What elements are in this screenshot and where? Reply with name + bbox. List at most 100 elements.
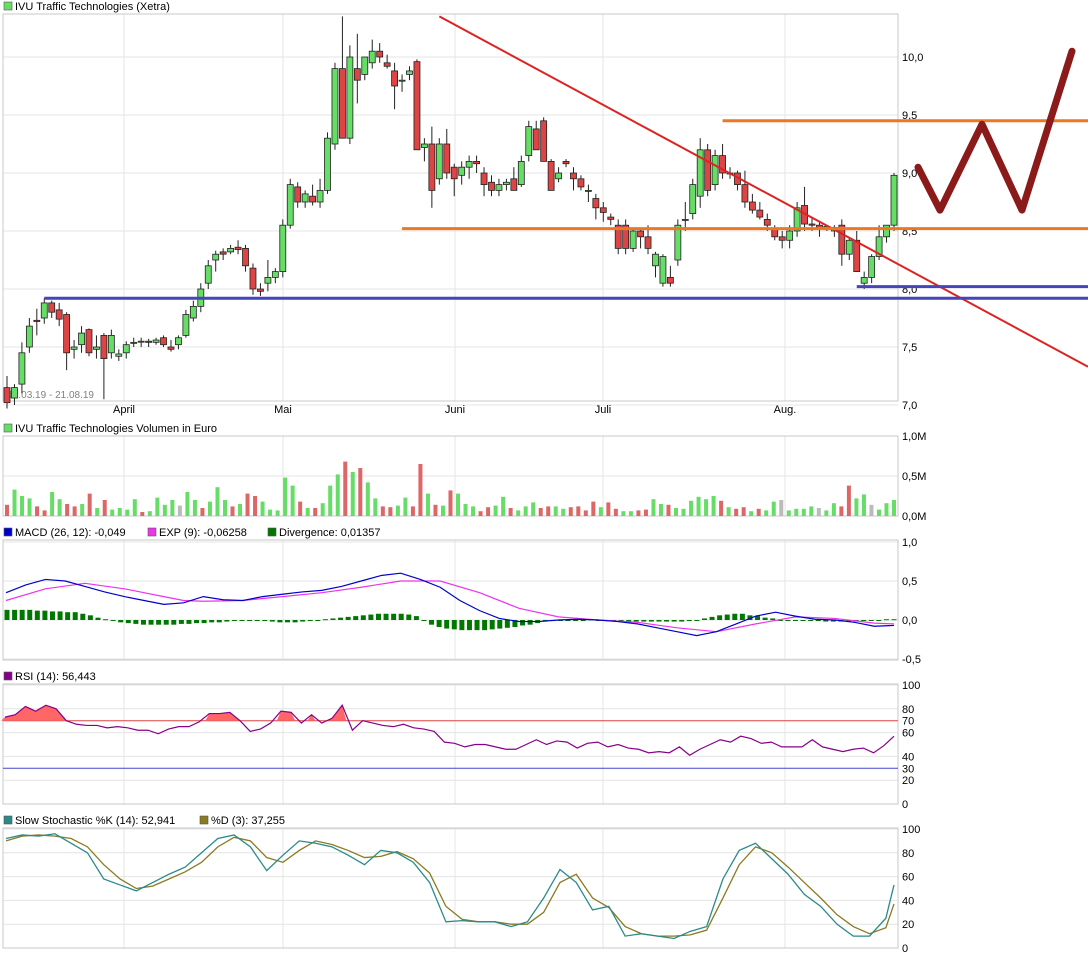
volume-bar	[102, 500, 107, 516]
volume-bar	[711, 496, 716, 516]
volume-bar	[726, 507, 731, 516]
volume-bar	[132, 499, 137, 516]
macd-divergence-bar	[709, 616, 715, 620]
price-frame	[2, 13, 899, 402]
rsi-overbought-fill-2	[276, 711, 296, 721]
stoch-y-tick-3: 60	[902, 872, 914, 884]
candle-body	[637, 230, 644, 238]
candle-body	[890, 174, 898, 226]
macd-divergence-bar	[277, 620, 283, 623]
macd-divergence-bar	[72, 612, 78, 620]
candle-body	[525, 126, 533, 156]
macd-divergence-bar	[580, 620, 586, 621]
macd-divergence-bar	[474, 620, 480, 631]
candle-body	[122, 344, 130, 354]
volume-bar	[403, 497, 408, 516]
candle-body	[182, 314, 190, 336]
rsi-y-tick-6: 80	[902, 704, 914, 716]
volume-bar	[719, 500, 724, 516]
macd-divergence-bar	[49, 611, 55, 620]
candle-body	[286, 184, 294, 226]
candle-body	[100, 334, 108, 359]
macd-frame	[2, 539, 899, 661]
stoch-k-legend-swatch	[3, 815, 13, 825]
volume-bar	[779, 500, 784, 516]
volume-bar	[621, 511, 626, 516]
volume-bar	[516, 510, 521, 516]
volume-bar	[576, 506, 581, 516]
macd-divergence-bar	[201, 620, 207, 624]
volume-bar	[538, 508, 543, 516]
candle-body	[227, 247, 235, 253]
rsi-legend-label: RSI (14): 56,443	[15, 671, 96, 683]
volume-bar	[433, 504, 438, 516]
candle-body	[324, 137, 331, 191]
candle-body	[167, 346, 175, 350]
volume-bar	[704, 499, 709, 516]
macd-divergence-bar	[224, 620, 230, 622]
volume-bar	[861, 494, 866, 516]
rsi-line	[4, 704, 895, 756]
candle-body	[644, 236, 652, 249]
candle-body	[361, 56, 369, 75]
candle-body	[346, 56, 354, 139]
candle-body	[428, 143, 436, 191]
volume-bar	[501, 496, 506, 516]
candle-body	[562, 160, 570, 165]
candle-body	[421, 143, 428, 148]
stoch-d-line	[5, 834, 895, 937]
macd-divergence-bar	[360, 615, 366, 620]
x-month-label-3: Juli	[595, 404, 612, 416]
macd-divergence-bar	[891, 619, 897, 621]
macd-divergence-bar	[262, 620, 268, 621]
volume-bar	[380, 506, 385, 516]
volume-bar	[756, 508, 761, 516]
candle-body	[137, 340, 145, 343]
candle-body	[577, 178, 585, 188]
projection-zigzag	[914, 47, 1076, 214]
candle-body	[547, 160, 555, 191]
macd-divergence-bar	[459, 620, 465, 631]
volume-bar	[170, 500, 175, 516]
macd-divergence-bar	[65, 612, 71, 620]
candle-body	[212, 253, 220, 261]
macd-divergence-bar	[27, 609, 33, 620]
volume-bar	[125, 509, 130, 516]
candle-body	[748, 201, 756, 211]
price-date-range: 11.03.19 - 21.08.19	[8, 390, 94, 401]
volume-bar	[493, 505, 498, 516]
volume-bar	[786, 510, 791, 516]
volume-bar	[876, 509, 881, 516]
candle-body	[279, 224, 287, 272]
volume-bar	[335, 474, 340, 516]
volume-bar	[681, 508, 686, 516]
x-month-label-2: Juni	[445, 404, 465, 416]
candle-body	[517, 160, 525, 185]
volume-bar	[268, 509, 273, 516]
rsi-y-tick-0: 0	[902, 799, 908, 811]
volume-bar	[313, 508, 318, 516]
macd-divergence-bar	[777, 620, 783, 621]
volume-bar	[147, 511, 152, 516]
macd-divergence-bar	[724, 614, 730, 620]
candle-body	[443, 143, 451, 174]
candle-body	[622, 224, 630, 249]
volume-bar	[794, 508, 799, 516]
macd-divergence-bar	[148, 620, 154, 625]
volume-bar	[215, 487, 220, 516]
macd-divergence-bar	[823, 620, 829, 622]
macd-divergence-bar	[671, 620, 677, 622]
candle-body	[271, 271, 279, 278]
stoch-d-legend-swatch	[199, 815, 209, 825]
volume-bar	[456, 493, 461, 516]
macd-divergence-bar	[747, 615, 753, 620]
volume-bar	[674, 508, 679, 516]
macd-divergence-bar	[216, 620, 222, 623]
macd-divergence-bar	[171, 620, 177, 625]
macd-divergence-bar	[679, 620, 685, 622]
volume-bar	[117, 508, 122, 516]
candle-body	[540, 120, 548, 162]
candle-body	[85, 329, 93, 354]
macd-divergence-bar	[4, 609, 10, 620]
macd-divergence-bar	[34, 610, 40, 620]
